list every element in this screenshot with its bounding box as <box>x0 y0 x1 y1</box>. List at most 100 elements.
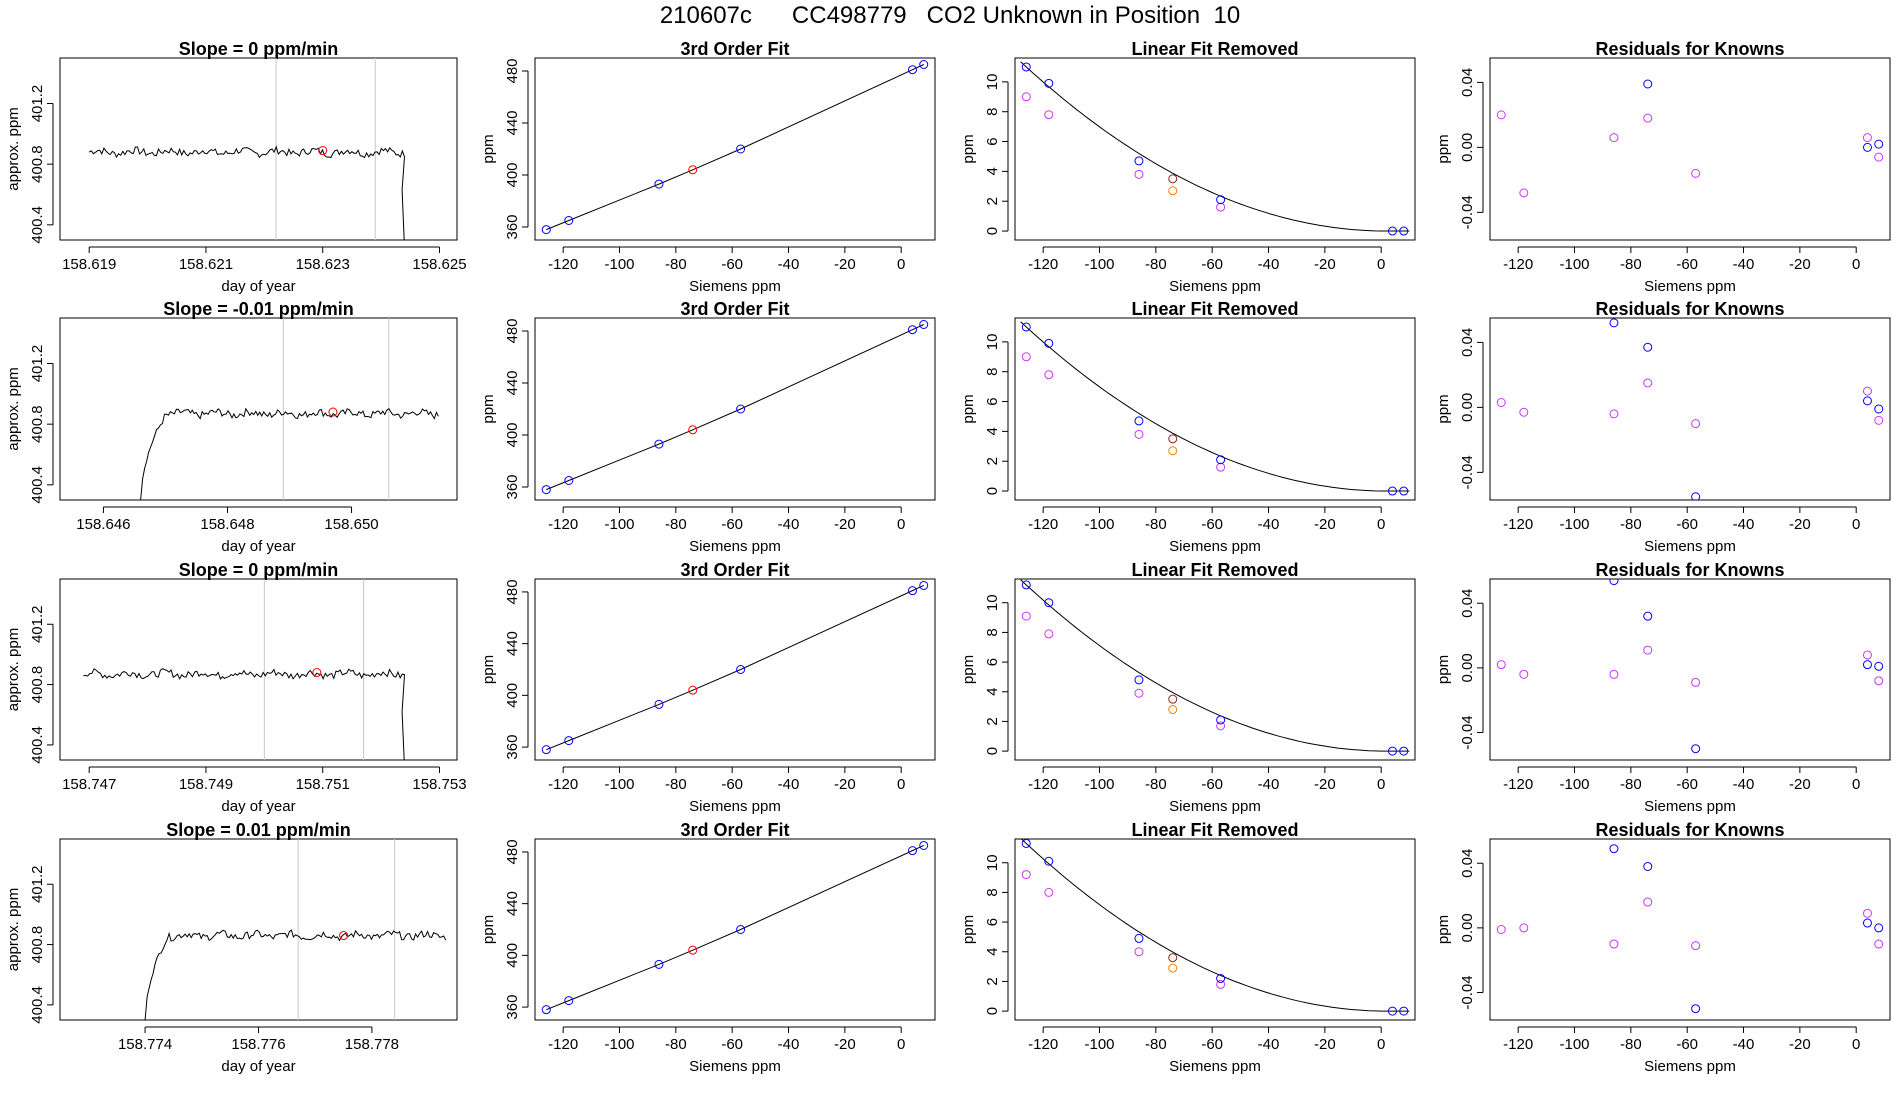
x-tick-label: -80 <box>1145 1036 1167 1053</box>
plot-frame <box>59 317 458 501</box>
x-tick-label: 0 <box>1852 776 1860 793</box>
x-tick-label: -60 <box>721 256 743 273</box>
y-tick-label: -0.04 <box>1459 455 1476 489</box>
x-tick-label: -120 <box>548 256 578 273</box>
x-tick-label: -60 <box>1201 776 1223 793</box>
reference-point <box>1134 169 1144 179</box>
y-tick-label: 0 <box>984 487 1001 495</box>
known-standard-point <box>736 144 746 154</box>
residual-point <box>1691 941 1701 951</box>
known-standard-point <box>541 485 551 495</box>
unknown-sample-point <box>1168 963 1178 973</box>
known-standard-point <box>907 846 917 856</box>
x-axis-label: Siemens ppm <box>689 798 781 815</box>
known-standard-point <box>1387 226 1397 236</box>
y-tick-label: 400.8 <box>29 926 46 964</box>
panel-title: Slope = 0 ppm/min <box>179 39 339 59</box>
x-axis-label: Siemens ppm <box>1169 278 1261 295</box>
residual-point <box>1643 645 1653 655</box>
y-tick-label: 10 <box>984 594 1001 611</box>
x-tick-label: -60 <box>721 1036 743 1053</box>
x-tick-label: 158.778 <box>345 1036 399 1053</box>
x-tick-label: -100 <box>1559 1036 1589 1053</box>
x-tick-label: -20 <box>1789 516 1811 533</box>
x-tick-label: -80 <box>1620 776 1642 793</box>
reference-point <box>1044 887 1054 897</box>
panel-2-4: Residuals for Knowns -120 -100 -80 -60 -40 -20… <box>1435 299 1891 555</box>
unknown-sample-point <box>688 685 698 695</box>
unknown-sample-point <box>688 165 698 175</box>
x-tick-label: -60 <box>721 776 743 793</box>
residual-point <box>1643 897 1653 907</box>
x-axis-label: Siemens ppm <box>689 1058 781 1075</box>
plot-frame <box>534 838 936 1021</box>
panel-title: Slope = 0.01 ppm/min <box>166 820 351 840</box>
x-tick-label: -20 <box>1789 256 1811 273</box>
sample-average-point <box>318 146 328 156</box>
known-standard-point <box>564 476 574 485</box>
y-tick-label: 400 <box>504 422 521 447</box>
residual-point <box>1874 676 1884 686</box>
residual-point <box>1496 398 1506 407</box>
y-tick-label: 400 <box>504 683 521 708</box>
known-standard-point <box>541 225 551 235</box>
x-axis-label: Siemens ppm <box>689 538 781 555</box>
y-axis-label: ppm <box>960 394 977 423</box>
y-tick-label: 10 <box>984 334 1001 351</box>
known-standard-point <box>919 580 929 590</box>
residual-point <box>1496 660 1506 670</box>
residual-point <box>1643 79 1653 89</box>
reference-point <box>1021 92 1031 102</box>
y-tick-label: 0.00 <box>1459 653 1476 682</box>
known-standard-point <box>1216 715 1226 725</box>
known-standard-point <box>1399 486 1409 496</box>
known-standard-point <box>1021 839 1031 848</box>
x-tick-label: -100 <box>604 776 634 793</box>
x-tick-label: -100 <box>1084 1036 1114 1053</box>
x-tick-label: -80 <box>665 516 687 533</box>
known-standard-point <box>1168 953 1178 963</box>
y-tick-label: 400 <box>504 943 521 968</box>
residual-point <box>1691 492 1701 500</box>
known-standard-point <box>907 65 917 75</box>
x-tick-label: -60 <box>1676 1036 1698 1053</box>
y-axis-label: ppm <box>480 655 497 684</box>
x-tick-label: 158.749 <box>179 776 233 793</box>
x-tick-label: 0 <box>897 776 905 793</box>
panel-title: Slope = -0.01 ppm/min <box>163 299 354 319</box>
residual-point <box>1496 925 1506 934</box>
panel-1-1: Slope = 0 ppm/min 158.619 158.621 158.623 15… <box>5 39 467 295</box>
known-standard-point <box>1044 78 1054 88</box>
x-tick-label: 158.774 <box>118 1036 172 1053</box>
y-axis-label: ppm <box>480 915 497 944</box>
x-axis-label: day of year <box>221 1058 295 1075</box>
plot-frame <box>534 317 936 501</box>
y-tick-label: -0.04 <box>1459 195 1476 229</box>
y-tick-label: 6 <box>984 137 1001 145</box>
y-tick-label: 360 <box>504 474 521 499</box>
y-tick-label: 6 <box>984 397 1001 405</box>
residual-point <box>1862 908 1872 918</box>
y-tick-label: 400 <box>504 162 521 187</box>
known-standard-point <box>907 586 917 596</box>
x-tick-label: -120 <box>1028 1036 1058 1053</box>
panel-1-2: 3rd Order Fit -120 -100 -80 -60 -40 -20 0 Siemen… <box>480 39 936 295</box>
residual-point <box>1691 677 1701 687</box>
y-tick-label: 401.2 <box>29 345 46 383</box>
x-tick-label: -40 <box>1733 256 1755 273</box>
y-axis-label: ppm <box>1435 394 1452 423</box>
x-tick-label: -60 <box>1676 516 1698 533</box>
y-tick-label: 10 <box>984 854 1001 871</box>
known-standard-point <box>654 959 664 969</box>
x-tick-label: 0 <box>1852 256 1860 273</box>
y-tick-label: 0 <box>984 747 1001 755</box>
reference-point <box>1021 352 1031 362</box>
plot-area <box>541 320 929 495</box>
x-tick-label: -40 <box>1733 516 1755 533</box>
residual-point <box>1862 918 1872 928</box>
residual-point <box>1874 139 1884 149</box>
fit-line <box>546 64 924 231</box>
reference-point <box>1044 629 1054 639</box>
x-tick-label: -80 <box>1145 516 1167 533</box>
fit-curve <box>1020 61 1410 232</box>
